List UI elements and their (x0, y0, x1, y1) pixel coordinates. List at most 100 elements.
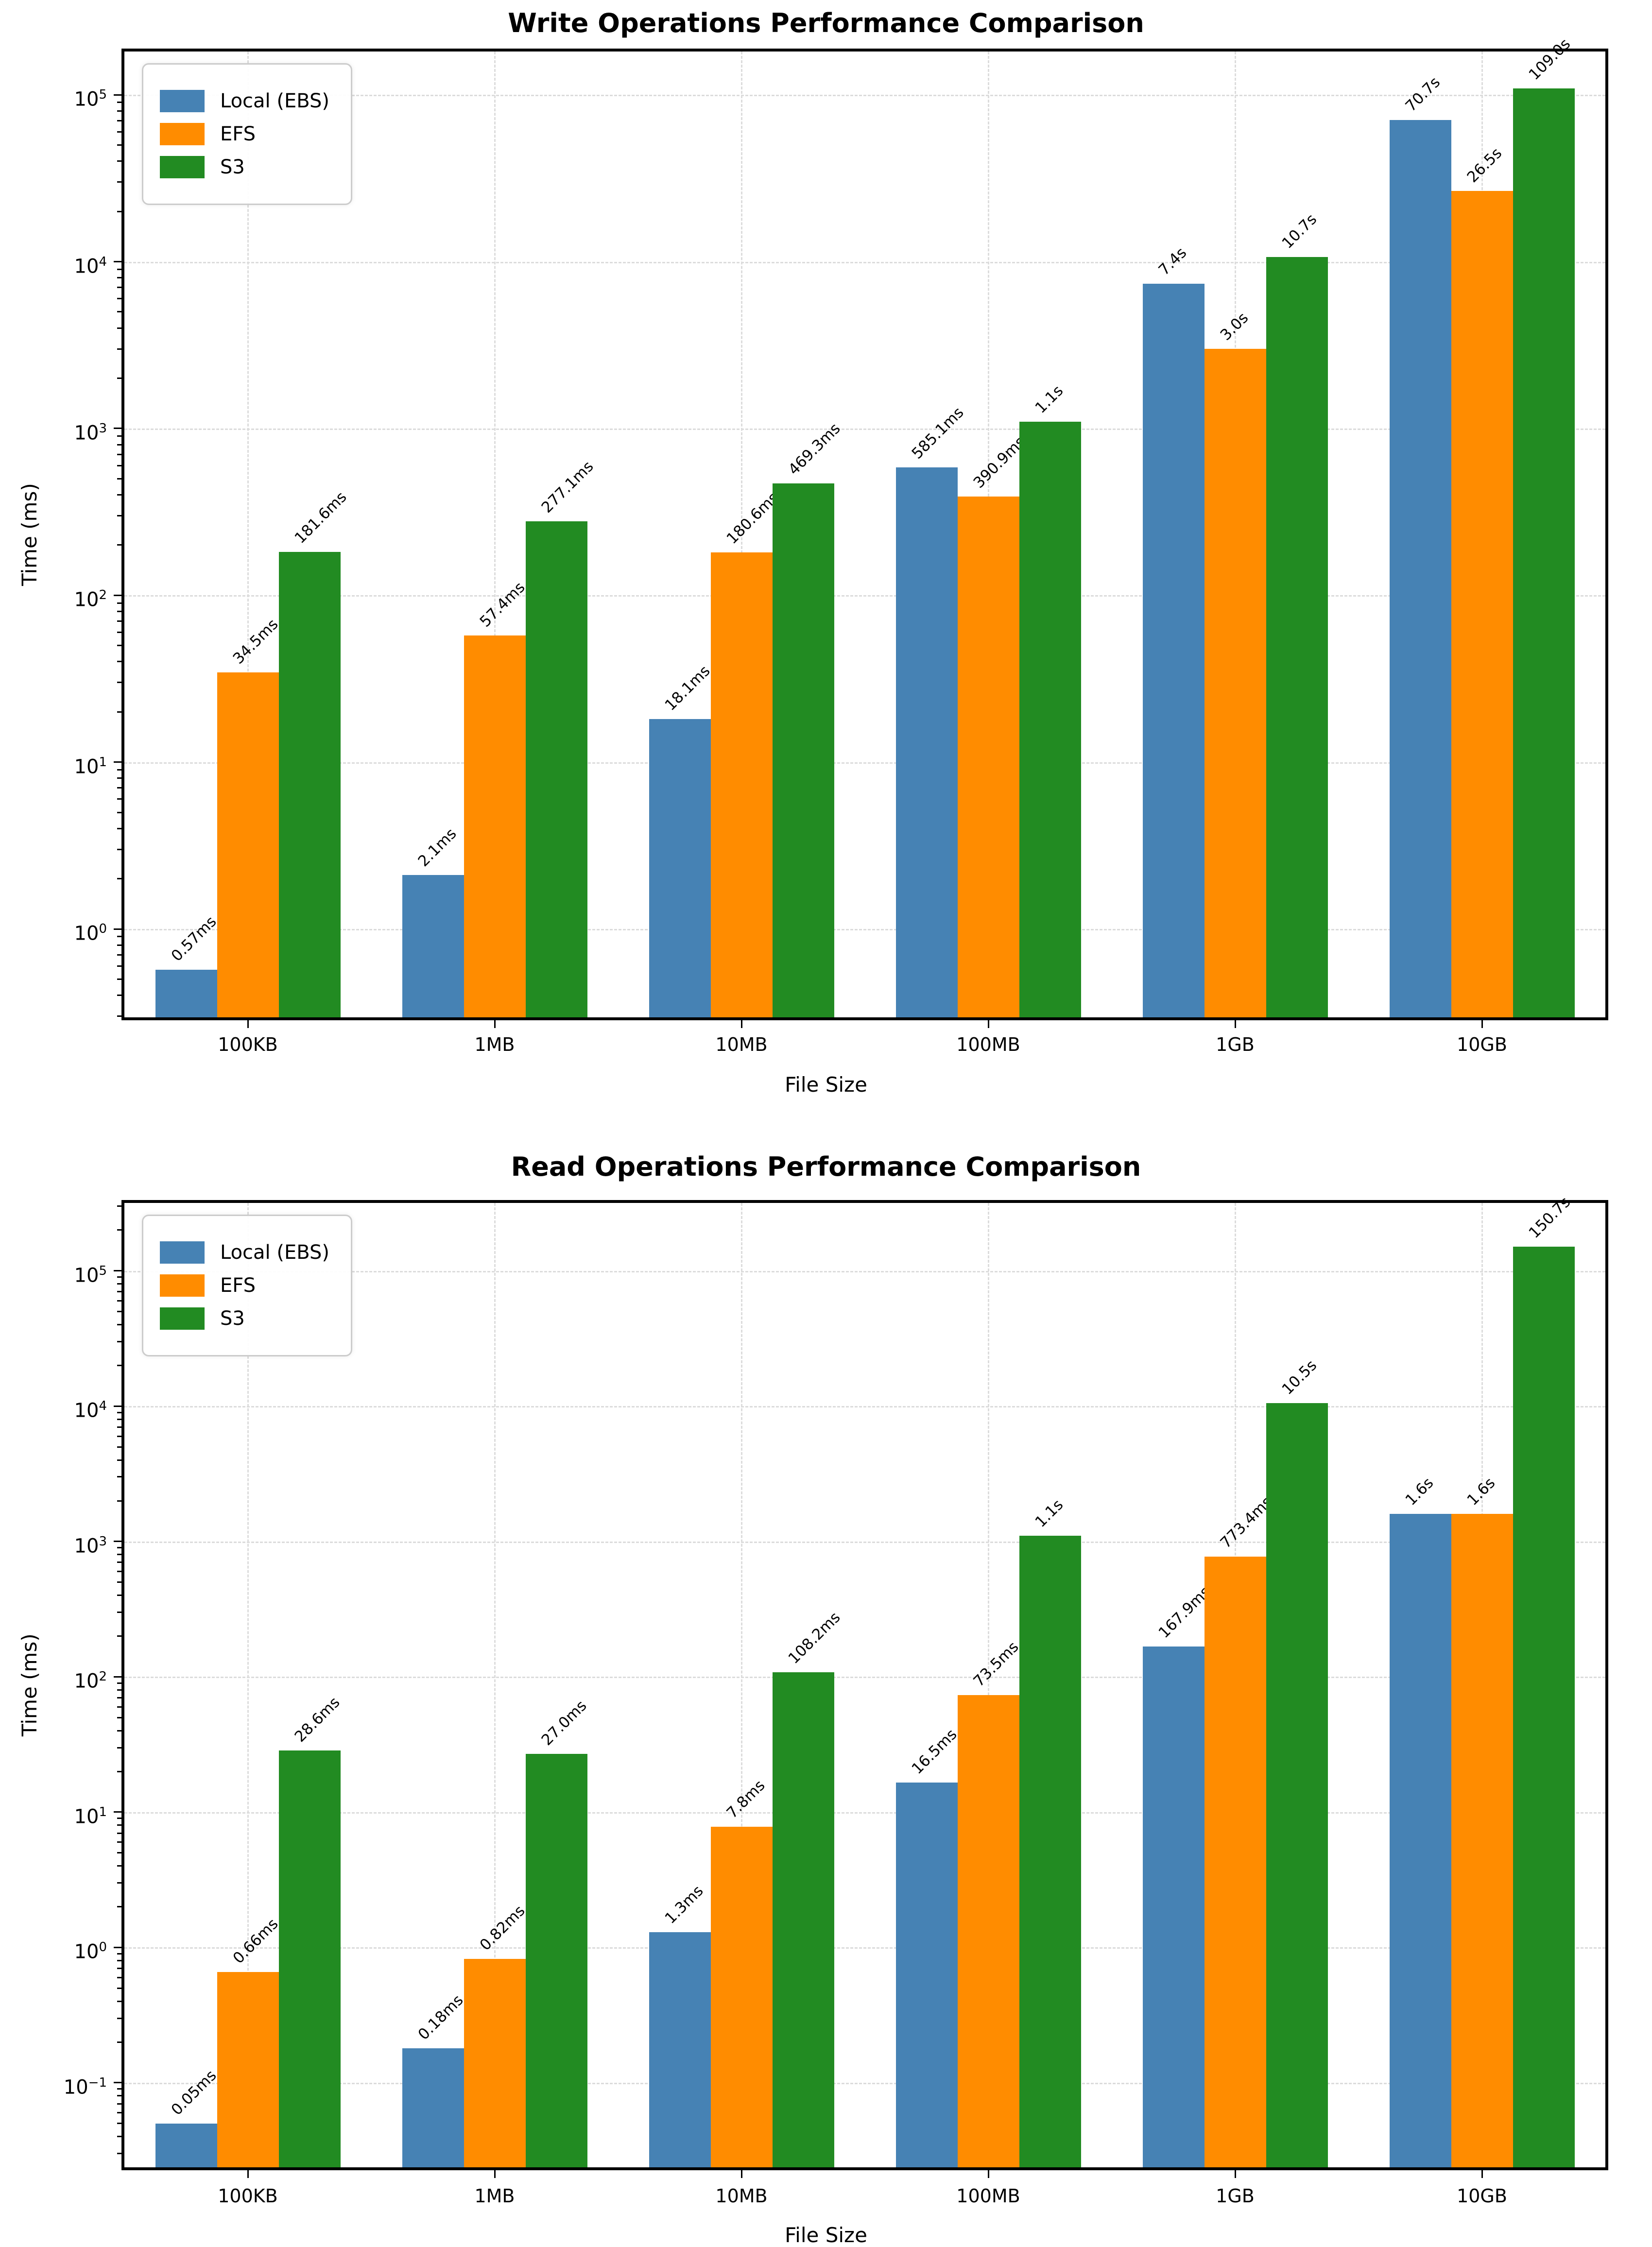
y-minor-tick (117, 544, 121, 546)
y-tick-label: 103 (74, 421, 107, 445)
bar-s3-10mb (772, 1672, 834, 2167)
y-tick-label: 102 (74, 588, 107, 611)
y-tick (114, 94, 121, 96)
x-tick-label-1gb: 1GB (1216, 1034, 1255, 1055)
bar-local-ebs-1mb (402, 2048, 464, 2167)
y-minor-tick (117, 777, 121, 779)
x-gridline (987, 1203, 989, 2167)
y-minor-tick (117, 1747, 121, 1749)
y-minor-tick (117, 210, 121, 212)
x-gridline (740, 1203, 742, 2167)
bar-local-ebs-10mb (649, 1932, 711, 2167)
y-tick (114, 261, 121, 263)
y-minor-tick (117, 1865, 121, 1867)
y-minor-tick (117, 1882, 121, 1884)
y-minor-tick (117, 602, 121, 604)
y-minor-tick (117, 2088, 121, 2090)
y-gridline (124, 2082, 1605, 2084)
bar-local-ebs-1mb (402, 875, 464, 1017)
x-tick (987, 2170, 989, 2178)
bar-efs-10gb (1451, 191, 1513, 1017)
x-axis-label: File Size (785, 2223, 867, 2247)
legend-item-efs: EFS (160, 1274, 329, 1297)
x-tick (1481, 1020, 1483, 1028)
bar-s3-10gb (1513, 88, 1575, 1017)
x-tick (247, 2170, 249, 2178)
bar-efs-1gb (1204, 1556, 1266, 2167)
bar-value-label-local-ebs-100kb: 0.05ms (168, 2066, 220, 2119)
bar-value-label-s3-1mb: 27.0ms (538, 1697, 590, 1749)
y-tick-label: 104 (74, 1399, 107, 1422)
x-tick (987, 1020, 989, 1028)
y-minor-tick (117, 1595, 121, 1596)
legend-swatch-s3 (160, 1307, 205, 1330)
x-tick-label-100kb: 100KB (218, 1034, 278, 1055)
bar-value-label-local-ebs-100kb: 0.57ms (168, 912, 220, 965)
y-tick-label: 105 (74, 1263, 107, 1287)
bar-value-label-efs-10gb: 1.6s (1463, 1474, 1499, 1509)
y-minor-tick (117, 1824, 121, 1826)
y-minor-tick (117, 1418, 121, 1420)
y-minor-tick (117, 435, 121, 437)
bar-value-label-efs-100kb: 34.5ms (229, 615, 282, 668)
y-gridline (124, 762, 1605, 764)
y-minor-tick (117, 1311, 121, 1313)
x-tick-label-100mb: 100MB (956, 1034, 1020, 1055)
bar-s3-10mb (772, 483, 834, 1017)
bar-value-label-s3-100kb: 28.6ms (291, 1693, 344, 1746)
y-minor-tick (117, 1229, 121, 1231)
bar-efs-1mb (464, 635, 526, 1017)
x-tick (740, 2170, 742, 2178)
y-minor-tick (117, 327, 121, 329)
bar-efs-10gb (1451, 1514, 1513, 2167)
y-minor-tick (117, 1832, 121, 1834)
y-minor-tick (117, 611, 121, 613)
y-axis-label: Time (ms) (17, 483, 41, 586)
bar-s3-1gb (1266, 257, 1328, 1017)
y-minor-tick (117, 1276, 121, 1278)
y-minor-tick (117, 1906, 121, 1908)
y-minor-tick (117, 1459, 121, 1461)
bar-value-label-s3-10gb: 109.0s (1525, 35, 1574, 84)
y-tick-label: 102 (74, 1669, 107, 1693)
legend-label-efs: EFS (220, 123, 256, 145)
legend: Local (EBS) EFS S3 (142, 63, 352, 205)
bar-local-ebs-100kb (155, 969, 217, 1017)
bar-efs-1mb (464, 1959, 526, 2167)
y-minor-tick (117, 2136, 121, 2138)
x-tick-label-1mb: 1MB (474, 1034, 515, 1055)
y-tick-label: 10−1 (63, 2075, 107, 2099)
y-minor-tick (117, 2153, 121, 2155)
y-minor-tick (117, 1716, 121, 1718)
bar-value-label-local-ebs-1mb: 2.1ms (414, 825, 460, 871)
y-minor-tick (117, 444, 121, 446)
y-minor-tick (117, 2123, 121, 2125)
y-gridline (124, 95, 1605, 97)
y-minor-tick (117, 102, 121, 103)
legend-item-s3: S3 (160, 1307, 329, 1330)
y-minor-tick (117, 1611, 121, 1613)
y-minor-tick (117, 1283, 121, 1285)
bar-value-label-local-ebs-10gb: 70.7s (1402, 73, 1444, 115)
x-tick (1234, 1020, 1236, 1028)
legend-item-local-ebs: Local (EBS) (160, 90, 329, 112)
y-gridline (124, 1677, 1605, 1679)
y-tick-label: 105 (74, 87, 107, 111)
y-minor-tick (117, 1953, 121, 1955)
y-minor-tick (117, 1959, 121, 1961)
y-minor-tick (117, 120, 121, 121)
y-minor-tick (117, 287, 121, 289)
legend-item-local-ebs: Local (EBS) (160, 1241, 329, 1264)
x-axis-label: File Size (785, 1073, 867, 1097)
chart-title: Write Operations Performance Comparison (508, 8, 1144, 38)
y-minor-tick (117, 1818, 121, 1819)
bar-local-ebs-100mb (895, 467, 958, 1017)
y-minor-tick (117, 464, 121, 466)
bar-s3-100mb (1019, 421, 1081, 1017)
y-minor-tick (117, 661, 121, 663)
y-minor-tick (117, 827, 121, 829)
y-gridline (124, 1406, 1605, 1408)
y-minor-tick (117, 936, 121, 938)
legend-swatch-s3 (160, 156, 205, 178)
